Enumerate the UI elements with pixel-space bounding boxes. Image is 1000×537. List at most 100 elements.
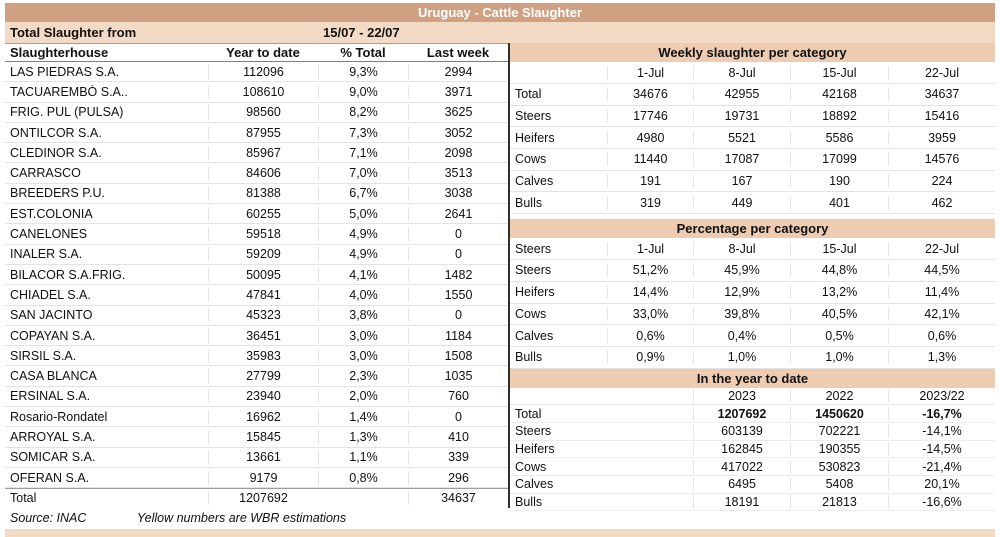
year-to-date-value: 47841 xyxy=(208,287,318,302)
col-header-percent-total: % Total xyxy=(340,45,386,60)
percentage-value: 0,6% xyxy=(607,328,693,343)
col-header-last-week: Last week xyxy=(426,45,490,60)
slaughterhouse-table-body: Slaughterhouse Year to date % Total Last… xyxy=(5,43,510,508)
weekly-col-headers: 1-Jul 8-Jul 15-Jul 22-Jul xyxy=(510,62,995,84)
ytd-2022-value: 5408 xyxy=(790,477,888,492)
weekly-row: Total 34676 42955 42168 34637 xyxy=(510,84,995,106)
last-week-value: 296 xyxy=(408,470,508,485)
category-label: Total xyxy=(515,87,542,102)
percentage-value: 39,8% xyxy=(693,306,790,321)
category-label: Heifers xyxy=(515,285,555,300)
percentage-value: 51,2% xyxy=(607,263,693,278)
percent-total-value: 1,3% xyxy=(318,429,408,444)
last-week-value: 1184 xyxy=(408,328,508,343)
ytd-row: Bulls 18191 21813 -16,6% xyxy=(510,494,995,512)
last-week-value: 3625 xyxy=(408,105,508,120)
percentage-value: 44,5% xyxy=(888,263,995,278)
weekly-value: 34637 xyxy=(888,87,995,102)
year-to-date-value: 60255 xyxy=(208,206,318,221)
slaughterhouse-name: ONTILCOR S.A. xyxy=(10,125,102,140)
ytd-row: Steers 603139 702221 -14,1% xyxy=(510,423,995,441)
weekly-value: 15416 xyxy=(888,109,995,124)
percent-total-value: 0,8% xyxy=(318,470,408,485)
percentage-value: 44,8% xyxy=(790,263,888,278)
percentage-value: 1,0% xyxy=(790,350,888,365)
total-last-week: 34637 xyxy=(408,491,508,506)
category-label: Bulls xyxy=(515,495,543,510)
table-row: Rosario-Rondatel 16962 1,4% 0 xyxy=(5,407,508,428)
last-week-value: 0 xyxy=(408,227,508,242)
percentage-value: 0,9% xyxy=(607,350,693,365)
col-header-2023: 2023 xyxy=(693,388,790,403)
year-to-date-value: 35983 xyxy=(208,348,318,363)
ytd-2022-value: 190355 xyxy=(790,441,888,456)
ytd-2022-value: 530823 xyxy=(790,459,888,474)
table-row: ARROYAL S.A. 15845 1,3% 410 xyxy=(5,427,508,448)
table-row: INALER S.A. 59209 4,9% 0 xyxy=(5,245,508,265)
table-row: SOMICAR S.A. 13661 1,1% 339 xyxy=(5,448,508,468)
page-title: Uruguay - Cattle Slaughter xyxy=(5,3,995,22)
ytd-section-title: In the year to date xyxy=(510,368,995,388)
category-label: Calves xyxy=(515,477,554,492)
col-header-22-jul: 22-Jul xyxy=(888,241,995,256)
last-week-value: 3971 xyxy=(408,84,508,99)
slaughterhouse-name: SOMICAR S.A. xyxy=(10,450,96,465)
year-to-date-value: 59518 xyxy=(208,227,318,242)
ytd-row: Heifers 162845 190355 -14,5% xyxy=(510,441,995,459)
year-to-date-value: 27799 xyxy=(208,369,318,384)
percent-total-value: 4,9% xyxy=(318,227,408,242)
table-row: BREEDERS P.U. 81388 6,7% 3038 xyxy=(5,184,508,205)
left-table-header: Slaughterhouse Year to date % Total Last… xyxy=(5,43,508,62)
slaughterhouse-name: CARRASCO xyxy=(10,166,81,181)
col-header-22-jul: 22-Jul xyxy=(888,65,995,80)
percent-total-value: 3,0% xyxy=(318,348,408,363)
weekly-section-title: Weekly slaughter per category xyxy=(510,43,995,62)
weekly-value: 5521 xyxy=(693,130,790,145)
slaughterhouse-name: BREEDERS P.U. xyxy=(10,186,105,201)
weekly-value: 17099 xyxy=(790,152,888,167)
tables-area: Slaughterhouse Year to date % Total Last… xyxy=(5,43,995,528)
last-week-value: 1035 xyxy=(408,369,508,384)
ytd-change-value: 20,1% xyxy=(888,477,995,492)
year-to-date-value: 9179 xyxy=(208,470,318,485)
ytd-2023-value: 603139 xyxy=(693,424,790,439)
ytd-change-value: -14,5% xyxy=(888,441,995,456)
ytd-change-value: -16,7% xyxy=(888,406,995,421)
weekly-row: Cows 11440 17087 17099 14576 xyxy=(510,149,995,171)
year-to-date-value: 45323 xyxy=(208,308,318,323)
last-week-value: 1508 xyxy=(408,348,508,363)
ytd-2023-value: 18191 xyxy=(693,495,790,510)
year-to-date-value: 36451 xyxy=(208,328,318,343)
last-week-value: 3038 xyxy=(408,186,508,201)
slaughterhouse-name: SAN JACINTO xyxy=(10,308,93,323)
category-label: Calves xyxy=(515,328,554,343)
ytd-row: Calves 6495 5408 20,1% xyxy=(510,476,995,494)
percent-total-value: 2,0% xyxy=(318,389,408,404)
col-header-1-jul: 1-Jul xyxy=(607,241,693,256)
percentage-row: Bulls 0,9% 1,0% 1,0% 1,3% xyxy=(510,347,995,369)
year-to-date-value: 50095 xyxy=(208,267,318,282)
table-row: CHIADEL S.A. 47841 4,0% 1550 xyxy=(5,285,508,306)
slaughterhouse-name: CANELONES xyxy=(10,227,88,242)
table-row: COPAYAN S.A. 36451 3,0% 1184 xyxy=(5,326,508,347)
ytd-change-value: -16,6% xyxy=(888,495,995,510)
last-week-value: 2641 xyxy=(408,206,508,221)
last-week-value: 1482 xyxy=(408,267,508,282)
category-label: Cows xyxy=(515,306,547,321)
table-row: EST.COLONIA 60255 5,0% 2641 xyxy=(5,204,508,225)
percentage-value: 11,4% xyxy=(888,285,995,300)
percent-total-value: 1,1% xyxy=(318,450,408,465)
year-to-date-value: 84606 xyxy=(208,166,318,181)
last-week-value: 2994 xyxy=(408,64,508,79)
ytd-2023-value: 162845 xyxy=(693,441,790,456)
percentage-section-title: Percentage per category xyxy=(510,219,995,239)
slaughterhouse-name: ARROYAL S.A. xyxy=(10,429,96,444)
period-range: 15/07 - 22/07 xyxy=(323,25,400,40)
category-label: Bulls xyxy=(515,350,543,365)
weekly-value: 42955 xyxy=(693,87,790,102)
col-header-slaughterhouse: Slaughterhouse xyxy=(10,45,109,60)
year-to-date-value: 16962 xyxy=(208,409,318,424)
bottom-strip xyxy=(5,528,995,537)
col-header-8-jul: 8-Jul xyxy=(693,65,790,80)
slaughterhouse-name: EST.COLONIA xyxy=(10,206,93,221)
